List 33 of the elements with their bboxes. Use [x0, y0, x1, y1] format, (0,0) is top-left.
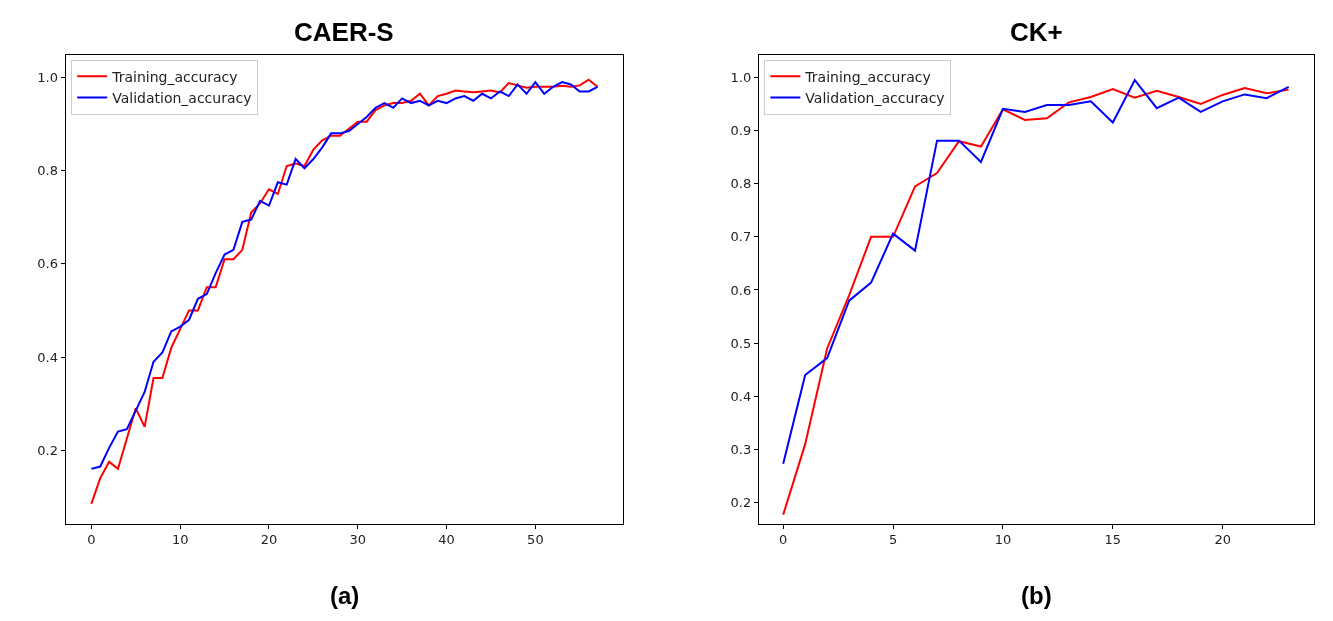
chart-title: CK+	[1010, 17, 1063, 47]
y-tick-label: 0.3	[730, 441, 752, 457]
text: (b)	[1021, 582, 1052, 609]
y-tick-label: 0.8	[37, 163, 58, 179]
y-tick-label: 1.0	[730, 69, 752, 85]
text: (a)	[330, 582, 360, 609]
y-tick-label: 0.9	[730, 123, 752, 139]
y-tick-label: 0.4	[730, 388, 752, 404]
x-tick-label: 10	[994, 532, 1012, 548]
x-tick-label: 0	[87, 532, 96, 548]
chart-title: CAER-S	[294, 17, 394, 47]
x-tick-label: 30	[349, 532, 367, 548]
legend-label: Validation_accuracy	[805, 90, 945, 107]
y-tick-label: 0.2	[730, 495, 752, 511]
y-tick-label: 0.6	[730, 282, 752, 298]
y-tick-label: 0.4	[37, 349, 58, 365]
y-tick-label: 1.0	[37, 70, 58, 85]
y-tick-label: 0.5	[730, 335, 752, 351]
y-tick-label: 0.8	[730, 176, 752, 192]
legend-label: Training_accuracy	[111, 68, 238, 85]
legend-label: Validation_accuracy	[112, 90, 252, 107]
legend-label: Training_accuracy	[804, 68, 931, 85]
x-tick-label: 20	[1214, 532, 1231, 548]
x-tick-label: 5	[888, 532, 898, 548]
x-tick-label: 20	[260, 532, 278, 548]
x-tick-label: 10	[171, 532, 189, 548]
x-tick-label: 40	[438, 532, 455, 548]
y-tick-label: 0.7	[730, 229, 752, 245]
x-tick-label: 50	[527, 532, 544, 548]
x-tick-label: 15	[1104, 532, 1122, 548]
x-tick-label: 0	[779, 532, 788, 548]
y-tick-label: 0.6	[37, 256, 58, 272]
y-tick-label: 0.2	[37, 442, 58, 458]
